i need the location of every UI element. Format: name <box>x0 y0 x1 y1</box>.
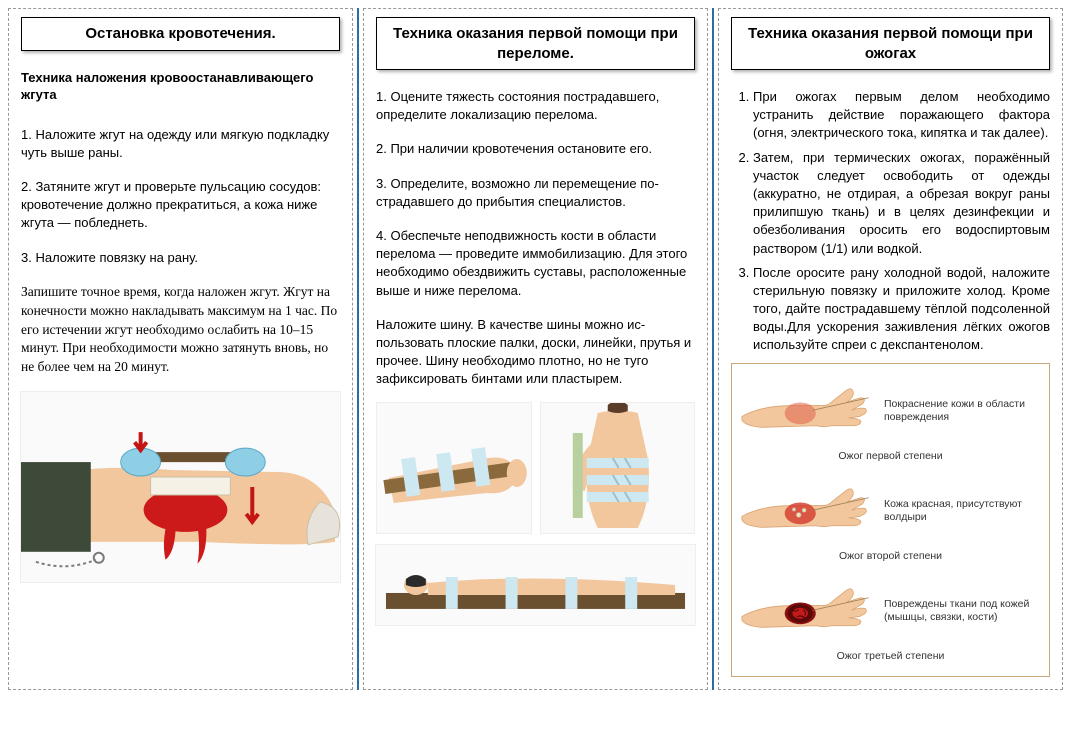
torso-splint-illustration-icon <box>541 403 695 533</box>
burn-caption: Ожог второй степени <box>736 548 1045 570</box>
burn-hand-illustration-icon <box>738 576 878 646</box>
col3-item-1: При ожогах первым делом необходимо устра… <box>753 88 1050 143</box>
col1-illustration <box>21 391 340 583</box>
col1-item-2: 2. Затяните жгут и проверьте пульсацию с… <box>21 178 340 233</box>
arm-splint-illustration-icon <box>377 403 531 533</box>
col1-item-3: 3. Наложите повязку на рану. <box>21 249 340 267</box>
page: Остановка кровотечения. Техника наложени… <box>8 8 1063 690</box>
col1-title: Остановка кровотечения. <box>21 17 340 51</box>
column-fracture: Техника оказания первой помощи при перел… <box>363 8 708 690</box>
col3-item-2: Затем, при термических ожогах, поражён­н… <box>753 149 1050 258</box>
col2-item-2: 2. При наличии кровотечения остановите е… <box>376 140 695 158</box>
burn-row-1: Покраснение кожи в области повреждения <box>736 370 1045 448</box>
column-bleeding: Остановка кровотечения. Техника наложени… <box>8 8 353 690</box>
column-burns: Техника оказания первой помощи при ожога… <box>718 8 1063 690</box>
column-separator-2 <box>712 8 714 690</box>
burn-label: Покраснение кожи в области повреждения <box>878 398 1043 424</box>
col3-title: Техника оказания первой помощи при ожога… <box>731 17 1050 70</box>
tourniquet-illustration-icon <box>21 392 340 582</box>
stretcher-illustration-icon <box>376 545 695 625</box>
col2-item-1: 1. Оцените тяжесть состояния пострадавше… <box>376 88 695 124</box>
col2-note: Наложите шину. В качестве шины можно ис­… <box>376 316 695 389</box>
col1-note: Запишите точное время, когда наложен жгу… <box>21 283 340 377</box>
burn-degrees-panel: Покраснение кожи в области повреждения Ож… <box>731 363 1050 677</box>
burn-hand-illustration-icon <box>738 476 878 546</box>
burn-hand-illustration-icon <box>738 376 878 446</box>
burn-caption: Ожог третьей степени <box>736 648 1045 670</box>
col2-item-3: 3. Определите, возможно ли перемещение п… <box>376 175 695 211</box>
col3-item-3: После оросите рану холодной водой, на­ло… <box>753 264 1050 355</box>
column-separator-1 <box>357 8 359 690</box>
burn-label: Повреждены ткани под кожей (мышцы, связк… <box>878 598 1043 624</box>
burn-row-2: Кожа красная, присутствуют волдыри <box>736 470 1045 548</box>
col2-title: Техника оказания первой помощи при перел… <box>376 17 695 70</box>
col2-item-4: 4. Обеспечьте неподвижность кости в обла… <box>376 227 695 300</box>
col2-illustrations <box>376 402 695 626</box>
burn-label: Кожа красная, присутствуют волдыри <box>878 498 1043 524</box>
burn-caption: Ожог первой степени <box>736 448 1045 470</box>
col1-subtitle: Техника наложения кровоостанавливающего … <box>21 69 340 104</box>
col1-item-1: 1. Наложите жгут на одежду или мягкую по… <box>21 126 340 162</box>
col3-list: При ожогах первым делом необходимо устра… <box>731 88 1050 355</box>
burn-row-3: Повреждены ткани под кожей (мышцы, связк… <box>736 570 1045 648</box>
